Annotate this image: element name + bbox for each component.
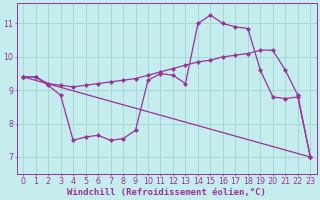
X-axis label: Windchill (Refroidissement éolien,°C): Windchill (Refroidissement éolien,°C) (67, 188, 266, 197)
